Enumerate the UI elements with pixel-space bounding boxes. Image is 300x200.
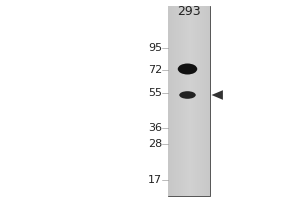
Bar <box>206 6 208 196</box>
Bar <box>208 6 210 196</box>
Text: 95: 95 <box>148 43 162 53</box>
Bar <box>181 6 183 196</box>
Bar <box>172 6 174 196</box>
Bar <box>202 6 204 196</box>
Ellipse shape <box>179 91 196 99</box>
Bar <box>176 6 178 196</box>
Bar <box>195 6 197 196</box>
Bar <box>193 6 195 196</box>
Bar <box>178 6 181 196</box>
Bar <box>183 6 185 196</box>
Text: 36: 36 <box>148 123 162 133</box>
Text: 72: 72 <box>148 65 162 75</box>
Bar <box>168 6 170 196</box>
Bar <box>187 6 189 196</box>
Bar <box>168 6 210 196</box>
Bar <box>197 6 200 196</box>
Bar <box>189 6 191 196</box>
Text: 17: 17 <box>148 175 162 185</box>
Ellipse shape <box>178 64 197 74</box>
Text: 28: 28 <box>148 139 162 149</box>
Bar <box>191 6 193 196</box>
Text: 293: 293 <box>177 5 201 18</box>
Text: 55: 55 <box>148 88 162 98</box>
Bar <box>200 6 202 196</box>
Bar <box>174 6 176 196</box>
Polygon shape <box>212 90 223 100</box>
Bar <box>170 6 172 196</box>
Bar <box>204 6 206 196</box>
Bar <box>185 6 187 196</box>
